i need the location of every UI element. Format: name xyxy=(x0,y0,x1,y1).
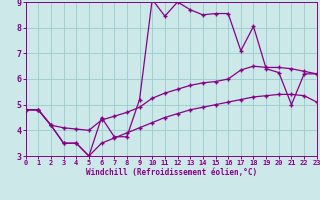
X-axis label: Windchill (Refroidissement éolien,°C): Windchill (Refroidissement éolien,°C) xyxy=(86,168,257,177)
